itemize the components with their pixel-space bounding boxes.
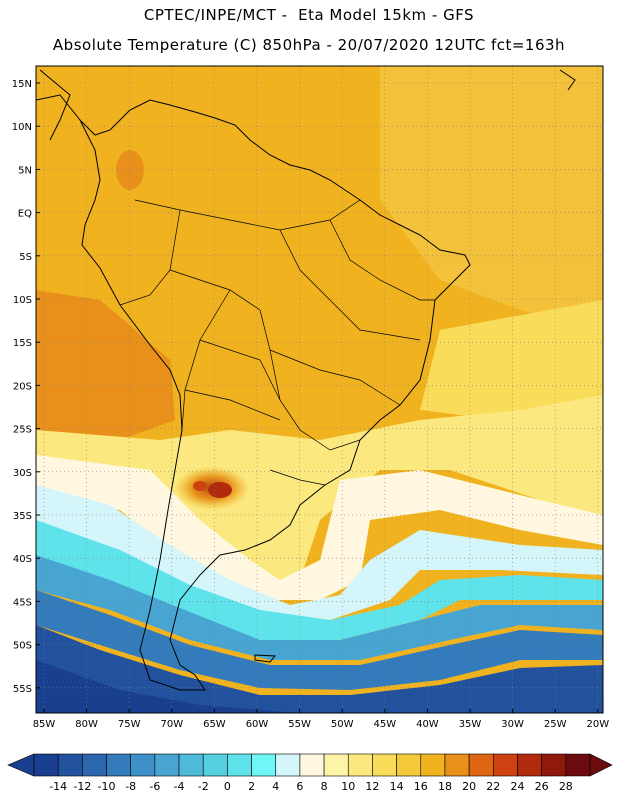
- lon-label-60w: 60W: [246, 719, 269, 730]
- colorbar-label: 8: [321, 780, 328, 793]
- colorbar-segment: [347, 753, 373, 777]
- colorbar-segment: [251, 753, 277, 777]
- lon-label-70w: 70W: [160, 719, 183, 730]
- lat-label-10s: 10S: [13, 295, 32, 306]
- coastline: [36, 69, 576, 691]
- grid-lines: [36, 66, 603, 713]
- colorbar-label: 12: [365, 780, 379, 793]
- colorbar-segment: [227, 753, 252, 777]
- colorbar-segment: [299, 753, 325, 777]
- colorbar-segment: [444, 753, 470, 777]
- country-borders: [119, 199, 435, 486]
- colorbar-segment: [106, 753, 131, 777]
- colorbar-segment: [541, 753, 567, 777]
- colorbar-label: 28: [559, 780, 573, 793]
- colorbar-label: 22: [486, 780, 500, 793]
- longitude-labels: 85W 80W 75W 70W 65W 60W 55W 50W 45W 40W 35W 30W 25W 2…: [33, 709, 609, 730]
- colorbar-label: -14: [49, 780, 67, 793]
- lon-label-80w: 80W: [75, 719, 98, 730]
- lon-label-75w: 75W: [118, 719, 141, 730]
- lat-label-30s: 30S: [13, 468, 32, 479]
- lat-label-40s: 40S: [13, 554, 32, 565]
- lat-label-15n: 15N: [12, 79, 32, 90]
- colorbar-label: -8: [125, 780, 136, 793]
- colorbar-segment: [493, 753, 518, 777]
- colorbar-label: 4: [272, 780, 279, 793]
- colorbar-label: 20: [462, 780, 476, 793]
- lon-label-45w: 45W: [373, 719, 396, 730]
- colorbar-arrow-right: [589, 753, 613, 777]
- latitude-labels: 15N 10N 5N EQ 5S 10S 15S 20S 25S 30S 35S 40S 45S 50S 5…: [12, 79, 40, 695]
- colorbar-segment: [565, 753, 591, 777]
- colorbar-label: 26: [535, 780, 549, 793]
- colorbar-label: 24: [510, 780, 524, 793]
- map-subtitle: Absolute Temperature (C) 850hPa - 20/07/…: [52, 36, 566, 54]
- colorbar-segment: [275, 753, 301, 777]
- lon-label-65w: 65W: [203, 719, 226, 730]
- colorbar-segment: [130, 753, 156, 777]
- colorbar-arrow-left: [7, 753, 35, 777]
- lat-label-55s: 55S: [13, 684, 32, 695]
- colorbar-segment: [154, 753, 180, 777]
- colorbar-label: 0: [224, 780, 231, 793]
- lat-label-25s: 25S: [13, 425, 32, 436]
- colorbar-segment: [468, 753, 494, 777]
- colorbar-label: 6: [296, 780, 303, 793]
- colorbar-segment: [517, 753, 542, 777]
- colorbar-label: 16: [414, 780, 428, 793]
- lat-label-5n: 5N: [18, 165, 32, 176]
- temperature-field: [36, 66, 603, 713]
- colorbar-segment: [396, 753, 422, 777]
- colorbar-segment: [323, 753, 349, 777]
- colorbar-labels: -14 -12 -10 -8 -6 -4 -2 0 2 4 6 8 10 12 14 16 18 20 22 24 26…: [49, 780, 573, 793]
- lon-label-35w: 35W: [459, 719, 482, 730]
- lat-label-35s: 35S: [13, 511, 32, 522]
- map-title: CPTEC/INPE/MCT - Eta Model 15km - GFS: [143, 6, 475, 24]
- lat-label-15s: 15S: [13, 338, 32, 349]
- colorbar-label: -12: [73, 780, 91, 793]
- lat-label-50s: 50S: [13, 641, 32, 652]
- colorbar-label: 14: [390, 780, 404, 793]
- lat-label-5s: 5S: [19, 252, 32, 263]
- lat-label-20s: 20S: [13, 381, 32, 392]
- lon-label-85w: 85W: [33, 719, 56, 730]
- colorbar-segment: [202, 753, 228, 777]
- colorbar-label: -4: [174, 780, 185, 793]
- colorbar: [7, 753, 613, 777]
- map-frame: [35, 65, 604, 714]
- colorbar-label: 18: [438, 780, 452, 793]
- lon-label-50w: 50W: [331, 719, 354, 730]
- colorbar-label: -10: [98, 780, 116, 793]
- lon-label-20w: 20W: [586, 719, 609, 730]
- lon-label-30w: 30W: [501, 719, 524, 730]
- lon-label-25w: 25W: [544, 719, 567, 730]
- colorbar-label: 2: [248, 780, 255, 793]
- lat-label-45s: 45S: [13, 597, 32, 608]
- lon-label-55w: 55W: [288, 719, 311, 730]
- lat-label-eq: EQ: [18, 209, 32, 220]
- colorbar-label: -2: [198, 780, 209, 793]
- colorbar-segment: [82, 753, 107, 777]
- colorbar-label: -6: [149, 780, 160, 793]
- colorbar-segment: [420, 753, 446, 777]
- colorbar-segment: [57, 753, 83, 777]
- colorbar-segment: [372, 753, 397, 777]
- lat-label-10n: 10N: [12, 122, 32, 133]
- colorbar-segment: [178, 753, 204, 777]
- colorbar-label: 10: [341, 780, 355, 793]
- lon-label-40w: 40W: [416, 719, 439, 730]
- colorbar-segment: [33, 753, 59, 777]
